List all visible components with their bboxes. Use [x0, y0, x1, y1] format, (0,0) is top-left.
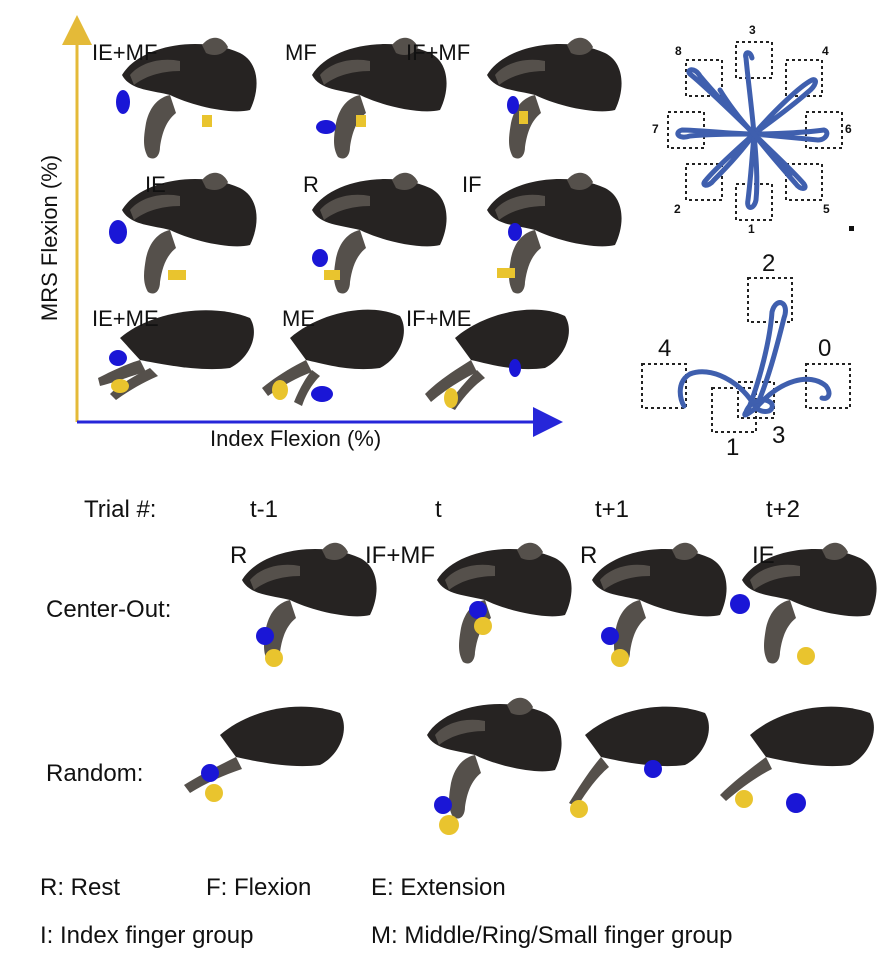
random-hand-t-plus-2 — [720, 706, 874, 813]
center-out-hand-t-minus-1 — [242, 542, 377, 667]
grid-label-mf: MF — [285, 40, 317, 65]
random-target-number-4: 4 — [658, 335, 672, 362]
grid-label-if-me: IF+ME — [406, 306, 472, 331]
random-target-4 — [641, 363, 687, 409]
grid-label-if: IF — [462, 172, 482, 197]
target-number-8: 8 — [675, 44, 682, 58]
target-3 — [735, 41, 773, 79]
center-out-hand-t-plus-1 — [592, 542, 727, 667]
row-label-random: Random: — [46, 760, 144, 787]
center-out-posture-t-minus-1: R — [230, 542, 248, 569]
target-5 — [785, 163, 823, 201]
index-tip-marker — [116, 90, 130, 114]
grid-label-ie: IE — [145, 172, 166, 197]
random-target-0 — [805, 363, 851, 409]
legend-index-group: I: Index finger group — [40, 922, 254, 949]
random-hand-t — [427, 697, 562, 835]
grid-label-ie-me: IE+ME — [92, 306, 159, 331]
hand-if-mf — [487, 37, 622, 159]
target-1 — [735, 183, 773, 221]
random-target-number-3: 3 — [772, 422, 786, 449]
center-out-trajectory — [675, 50, 830, 210]
hand-if-me — [425, 309, 569, 410]
hand-r — [312, 172, 447, 294]
x-axis-label: Index Flexion (%) — [210, 426, 382, 451]
dot-marker — [849, 226, 854, 231]
target-number-7: 7 — [652, 122, 659, 136]
posture-grid — [98, 37, 622, 410]
center-out-posture-t: IF+MF — [365, 542, 435, 569]
center-out-hand-t-plus-2 — [730, 542, 877, 665]
target-8 — [685, 59, 723, 97]
row-label-center-out: Center-Out: — [46, 596, 172, 623]
grid-axes — [62, 15, 563, 437]
center-out-posture-t-plus-2: IE — [752, 542, 775, 569]
target-number-4: 4 — [822, 44, 829, 58]
target-number-5: 5 — [823, 202, 830, 216]
center-out-hands — [242, 542, 877, 667]
random-target-number-0: 0 — [818, 335, 832, 362]
center-out-hand-t — [437, 542, 572, 664]
legend-mrs-group: M: Middle/Ring/Small finger group — [371, 922, 733, 949]
grid-label-r: R — [303, 172, 319, 197]
target-number-1: 1 — [748, 222, 755, 236]
random-target-number-1: 1 — [726, 434, 740, 461]
legend-extension: E: Extension — [371, 874, 506, 901]
hand-mf — [312, 37, 447, 159]
grid-label-if-mf: IF+MF — [406, 40, 471, 65]
hand-ie-me — [98, 310, 254, 400]
hand-me — [262, 309, 404, 406]
target-4 — [785, 59, 823, 97]
hand-ie-mf — [116, 37, 257, 159]
target-number-3: 3 — [749, 23, 756, 37]
grid-label-me: ME — [282, 306, 315, 331]
random-hand-t-plus-1 — [569, 706, 709, 818]
hand-if — [487, 172, 622, 294]
random-target-number-2: 2 — [762, 250, 776, 277]
trial-header-label: Trial #: — [84, 496, 157, 523]
grid-label-ie-mf: IE+MF — [92, 40, 158, 65]
mrs-tip-marker — [202, 115, 212, 127]
legend-flexion: F: Flexion — [206, 874, 312, 901]
center-out-posture-t-plus-1: R — [580, 542, 598, 569]
random-trajectory — [677, 300, 832, 418]
trial-column-t-plus-1: t+1 — [595, 496, 630, 523]
target-number-6: 6 — [845, 122, 852, 136]
hand-ie — [109, 172, 257, 294]
random-hand-t-minus-1 — [184, 706, 344, 802]
trial-column-t-plus-2: t+2 — [766, 496, 801, 523]
y-axis-label: MRS Flexion (%) — [37, 154, 62, 322]
target-2 — [685, 163, 723, 201]
trial-column-t-minus-1: t-1 — [250, 496, 279, 523]
trial-column-t: t — [435, 496, 442, 523]
random-hands — [184, 697, 874, 835]
legend-rest: R: Rest — [40, 874, 121, 901]
target-number-2: 2 — [674, 202, 681, 216]
